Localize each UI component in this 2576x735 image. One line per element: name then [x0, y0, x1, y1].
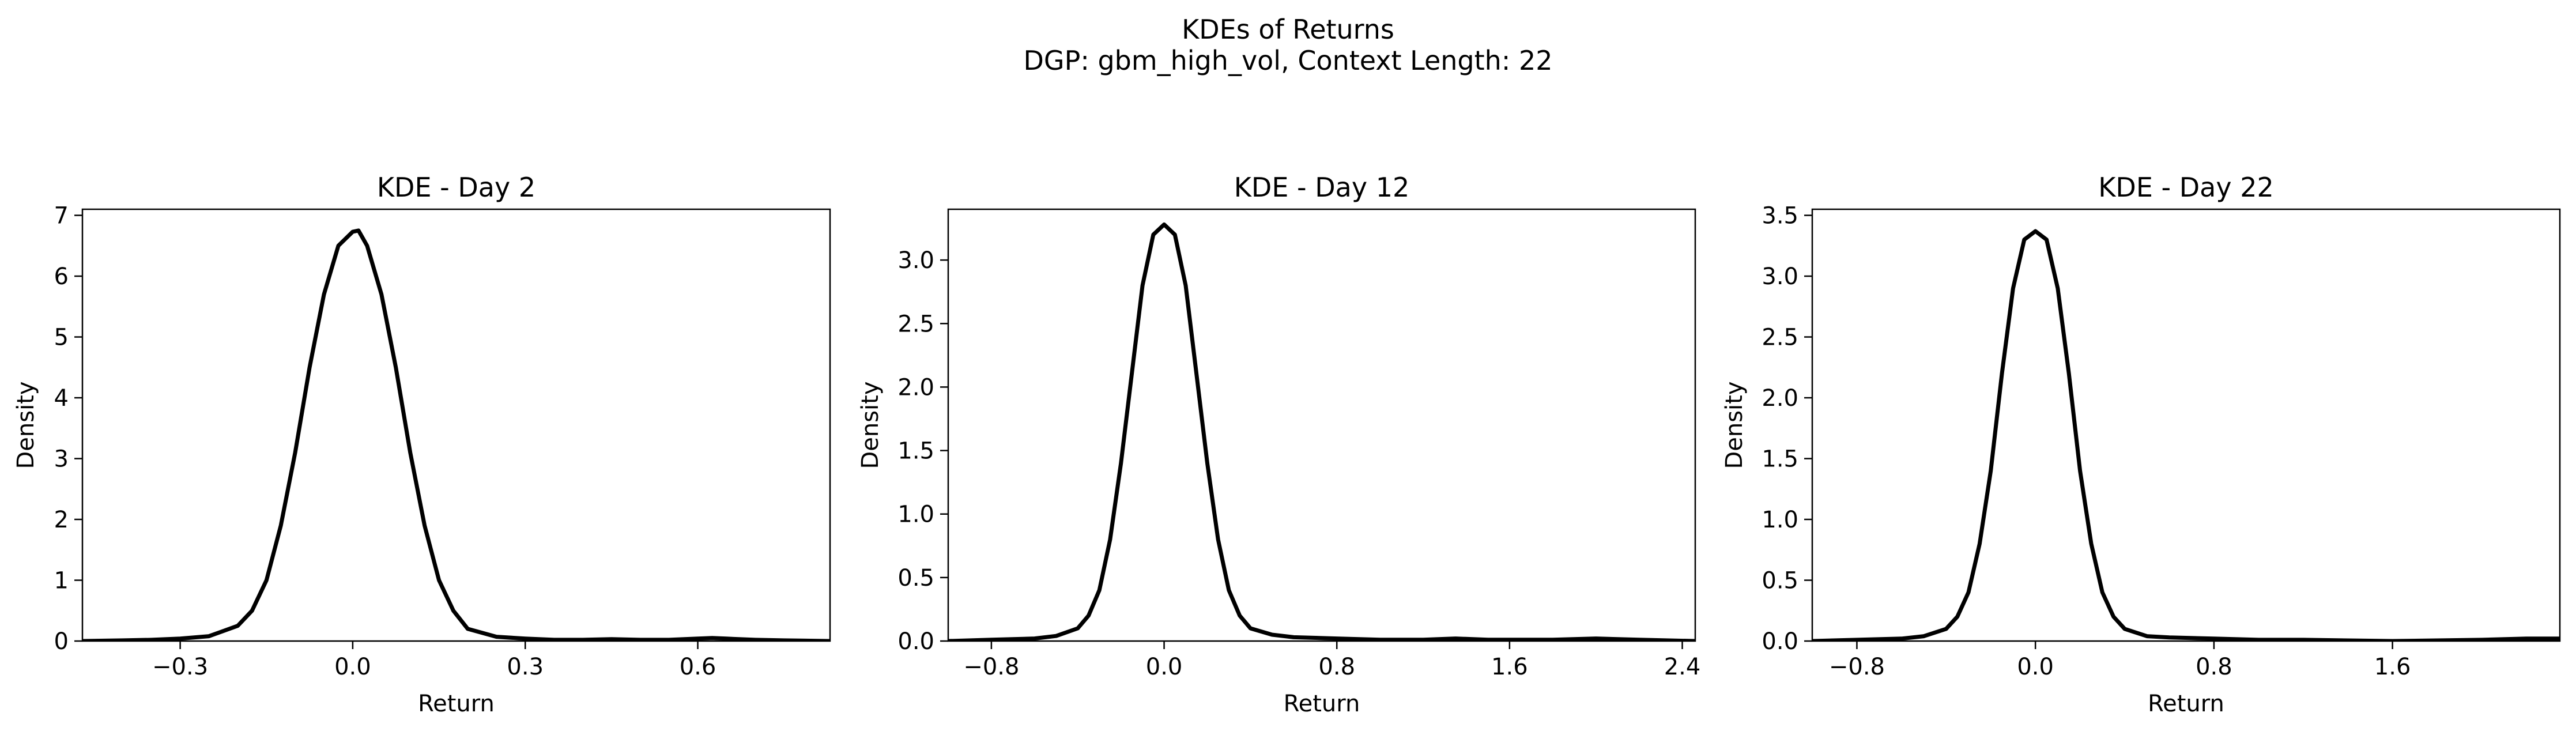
y-tick-label: 3.5 [1762, 203, 1798, 229]
y-tick-label: 0.0 [1762, 628, 1798, 655]
x-axis-label: Return [2148, 691, 2224, 717]
y-tick-label: 2.5 [897, 311, 934, 337]
figure-title: KDEs of Returns [1182, 14, 1394, 45]
x-tick-label: 0.0 [334, 654, 371, 680]
y-tick-label: 3.0 [1762, 263, 1798, 290]
y-tick-label: 5 [54, 325, 69, 351]
subplot-3: −0.8 0.0 0.8 1.6 0.0 0.5 1.0 1.5 2.0 2.5 3.0 3.5 KDE… [1721, 172, 2561, 717]
y-tick-label: 1.0 [897, 502, 934, 528]
y-tick-label: 0.5 [1762, 568, 1798, 594]
y-tick-label: 2.0 [1762, 385, 1798, 412]
kde-line [1812, 229, 2560, 641]
x-tick-label: 0.0 [1146, 654, 1183, 680]
y-tick-label: 2.5 [1762, 325, 1798, 351]
x-tick-label: −0.8 [963, 654, 1019, 680]
y-tick-label: 0.0 [897, 628, 934, 655]
x-axis-label: Return [418, 691, 495, 717]
y-tick-label: 2.0 [897, 374, 934, 401]
y-tick-label: 3 [54, 446, 69, 473]
y-tick-label: 0 [54, 628, 69, 655]
x-tick-label: −0.3 [152, 654, 208, 680]
y-tick-label: 0.5 [897, 565, 934, 591]
y-tick-label: 1.5 [1762, 446, 1798, 473]
y-axis-label: Density [1721, 381, 1748, 469]
x-tick-label: 0.6 [680, 654, 716, 680]
axes-frame [1811, 208, 2561, 642]
subplot-title: KDE - Day 22 [2098, 172, 2273, 203]
y-tick-label: 1.5 [897, 438, 934, 465]
kde-line [82, 228, 830, 641]
subplot-title: KDE - Day 12 [1234, 172, 1409, 203]
y-tick-label: 7 [54, 203, 69, 229]
x-axis-label: Return [1284, 691, 1360, 717]
subplot-title: KDE - Day 2 [377, 172, 535, 203]
axes-frame [81, 208, 831, 642]
x-tick-label: −0.8 [1829, 654, 1885, 680]
figure-subtitle: DGP: gbm_high_vol, Context Length: 22 [1023, 45, 1553, 76]
y-tick-label: 4 [54, 385, 69, 412]
x-tick-label: 1.6 [1491, 654, 1528, 680]
y-tick-label: 1 [54, 568, 69, 594]
subplot-1: −0.3 0.0 0.3 0.6 0 1 2 3 4 5 6 7 KDE - Day 2 Return De… [13, 172, 831, 717]
x-tick-label: 0.8 [1318, 654, 1355, 680]
x-tick-label: 0.0 [2017, 654, 2054, 680]
x-tick-label: 1.6 [2374, 654, 2411, 680]
kde-line [948, 222, 1695, 641]
subplot-2: −0.8 0.0 0.8 1.6 2.4 0.0 0.5 1.0 1.5 2.0 2.5 3.0 KDE… [857, 172, 1700, 717]
x-tick-label: 0.3 [507, 654, 544, 680]
y-tick-label: 3.0 [897, 247, 934, 274]
y-axis-label: Density [857, 381, 884, 469]
x-tick-label: 0.8 [2196, 654, 2232, 680]
x-tick-label: 2.4 [1664, 654, 1701, 680]
y-tick-label: 2 [54, 507, 69, 533]
axes-frame [947, 208, 1696, 642]
y-tick-label: 6 [54, 263, 69, 290]
y-tick-label: 1.0 [1762, 507, 1798, 533]
y-axis-label: Density [13, 381, 39, 469]
